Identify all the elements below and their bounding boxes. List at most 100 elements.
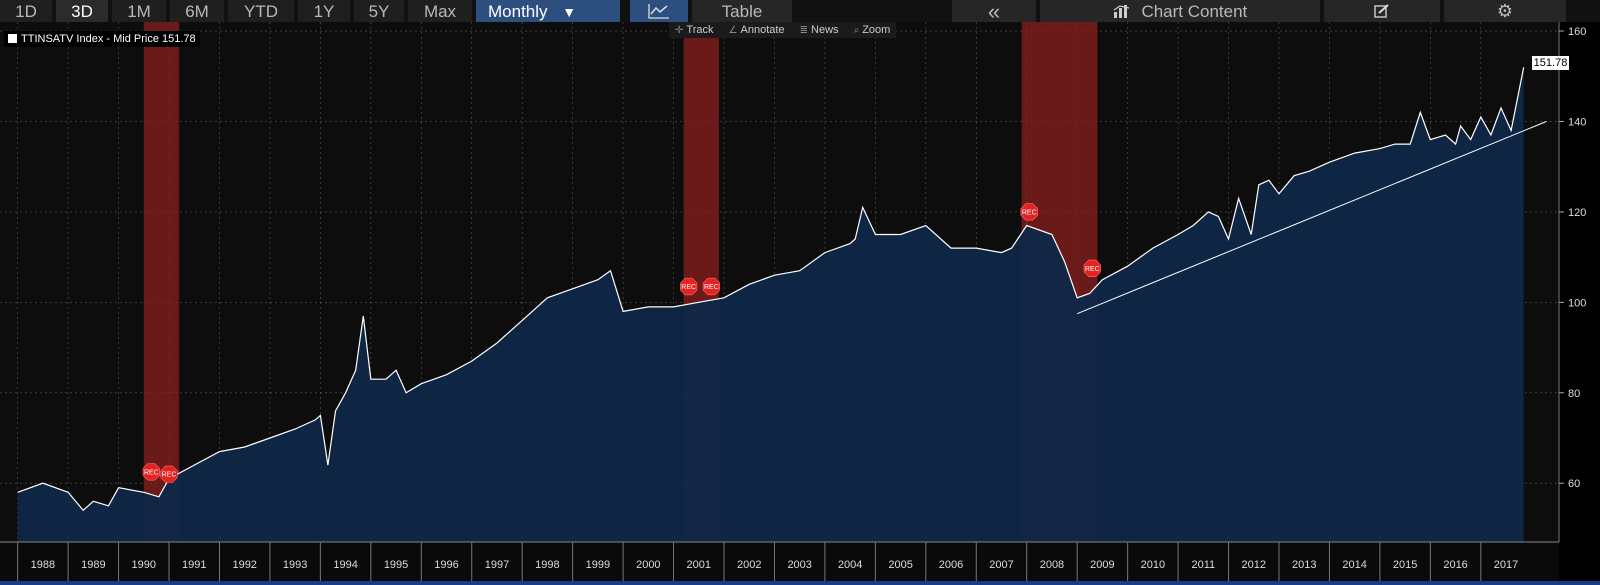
range-5y-button[interactable]: 5Y [354, 0, 404, 22]
table-button[interactable]: Table [692, 0, 792, 22]
y-tick-label: 100 [1568, 297, 1586, 309]
rec-marker-shape [160, 465, 178, 483]
news-icon: ≣ [799, 25, 809, 36]
rec-marker-label: REC [704, 284, 719, 291]
chart-subtoolbar: ✛ Track ∠ Annotate ≣ News ⌕ Zoom [669, 22, 897, 39]
double-chevron-left-icon: « [987, 0, 1001, 24]
annotate-button[interactable]: ∠ Annotate [723, 22, 791, 39]
x-axis-band [0, 542, 1559, 585]
rec-marker-label: REC [681, 284, 696, 291]
x-tick-label: 2000 [636, 559, 660, 571]
range-ytd-button[interactable]: YTD [228, 0, 294, 22]
x-tick-label: 2003 [787, 559, 811, 571]
rec-marker-label: REC [1022, 209, 1037, 216]
bar-chart-icon [1113, 5, 1129, 18]
gear-icon: ⚙ [1496, 1, 1514, 21]
x-tick-label: 2013 [1292, 559, 1316, 571]
news-button[interactable]: ≣ News [794, 22, 845, 39]
x-tick-label: 2001 [687, 559, 711, 571]
x-tick-label: 1992 [232, 559, 256, 571]
y-tick-label: 160 [1568, 26, 1586, 38]
last-price-label: 151.78 [1532, 56, 1569, 70]
x-tick-label: 1999 [586, 559, 610, 571]
chart-content-button[interactable]: Chart Content [1040, 0, 1320, 22]
x-tick-label: 1997 [485, 559, 509, 571]
x-tick-label: 2008 [1040, 559, 1064, 571]
legend-text: TTINSATV Index - Mid Price 151.78 [21, 33, 196, 45]
x-tick-label: 2014 [1342, 559, 1366, 571]
news-label: News [811, 24, 839, 36]
chevron-down-icon: ▼ [562, 4, 577, 20]
magnifier-icon: ⌕ [853, 25, 860, 36]
rec-marker: REC [160, 465, 178, 483]
recession-band [143, 22, 180, 542]
frequency-dropdown[interactable]: Monthly ▼ [476, 0, 620, 22]
x-tick-label: 2011 [1191, 559, 1215, 571]
toolbar: 1D 3D 1M 6M YTD 1Y 5Y Max Monthly ▼ Tabl… [0, 0, 1600, 24]
y-tick-label: 120 [1568, 207, 1586, 219]
x-tick-label: 1991 [182, 559, 206, 571]
x-tick-label: 1995 [384, 559, 408, 571]
x-tick-label: 2004 [838, 559, 862, 571]
x-tick-label: 2010 [1141, 559, 1165, 571]
y-tick-label: 60 [1568, 478, 1580, 490]
rec-marker-label: REC [162, 472, 177, 479]
range-1y-button[interactable]: 1Y [298, 0, 350, 22]
range-3d-button[interactable]: 3D [56, 0, 108, 22]
zoom-button[interactable]: ⌕ Zoom [848, 22, 897, 39]
x-tick-label: 2007 [989, 559, 1013, 571]
zoom-label: Zoom [862, 24, 891, 36]
range-6m-button[interactable]: 6M [170, 0, 224, 22]
frequency-label: Monthly [488, 2, 548, 21]
range-1d-button[interactable]: 1D [0, 0, 52, 22]
y-tick-label: 140 [1568, 116, 1586, 128]
x-tick-label: 1998 [535, 559, 559, 571]
price-line [17, 67, 1525, 512]
edit-icon [1374, 4, 1389, 18]
annotate-label: Annotate [740, 24, 785, 36]
chart-content-label: Chart Content [1141, 2, 1248, 21]
x-tick-label: 1990 [132, 559, 156, 571]
x-tick-label: 2015 [1393, 559, 1417, 571]
legend: TTINSATV Index - Mid Price 151.78 [4, 31, 200, 47]
settings-button[interactable]: ⚙ [1444, 0, 1566, 22]
y-axis-ticks: 60 80 100 120 140 160 [1559, 26, 1586, 490]
edit-button[interactable] [1324, 0, 1440, 22]
rec-marker-shape [1083, 259, 1101, 277]
x-tick-label: 2016 [1443, 559, 1467, 571]
x-tick-label: 2002 [737, 559, 761, 571]
price-area [17, 67, 1524, 542]
rec-marker-shape [680, 277, 698, 296]
y-tick-label: 80 [1568, 388, 1580, 400]
legend-swatch [8, 34, 17, 43]
x-tick-label: 1993 [283, 559, 307, 571]
rec-marker: REC [1083, 259, 1101, 277]
collapse-button[interactable]: « [952, 0, 1036, 24]
track-button[interactable]: ✛ Track [669, 22, 719, 39]
x-tick-label: 1989 [81, 559, 105, 571]
x-tick-label: 2006 [939, 559, 963, 571]
x-tick-label: 2005 [888, 559, 912, 571]
x-tick-label: 1996 [434, 559, 458, 571]
rec-marker: REC [1020, 203, 1038, 221]
range-1m-button[interactable]: 1M [112, 0, 166, 22]
bottom-accent-bar [0, 581, 1600, 585]
x-axis-ticks: 1988 1989 1990 1991 1992 1993 1994 1995 1996 1997… [17, 542, 1518, 585]
rec-marker-shape [1020, 203, 1038, 221]
rec-marker: REC [702, 277, 721, 296]
trend-line[interactable] [1076, 121, 1547, 315]
x-tick-label: 2017 [1494, 559, 1518, 571]
line-chart-button[interactable] [630, 0, 688, 22]
line-chart-icon [648, 4, 669, 19]
crosshair-icon: ✛ [675, 25, 684, 36]
rec-marker-label: REC [1085, 266, 1100, 273]
range-max-button[interactable]: Max [408, 0, 472, 22]
pencil-icon: ∠ [728, 25, 738, 36]
x-tick-label: 2009 [1090, 559, 1114, 571]
x-tick-label: 1988 [31, 559, 55, 571]
rec-marker-shape [702, 277, 721, 296]
x-tick-label: 1994 [333, 559, 357, 571]
rec-marker: REC [142, 463, 160, 481]
